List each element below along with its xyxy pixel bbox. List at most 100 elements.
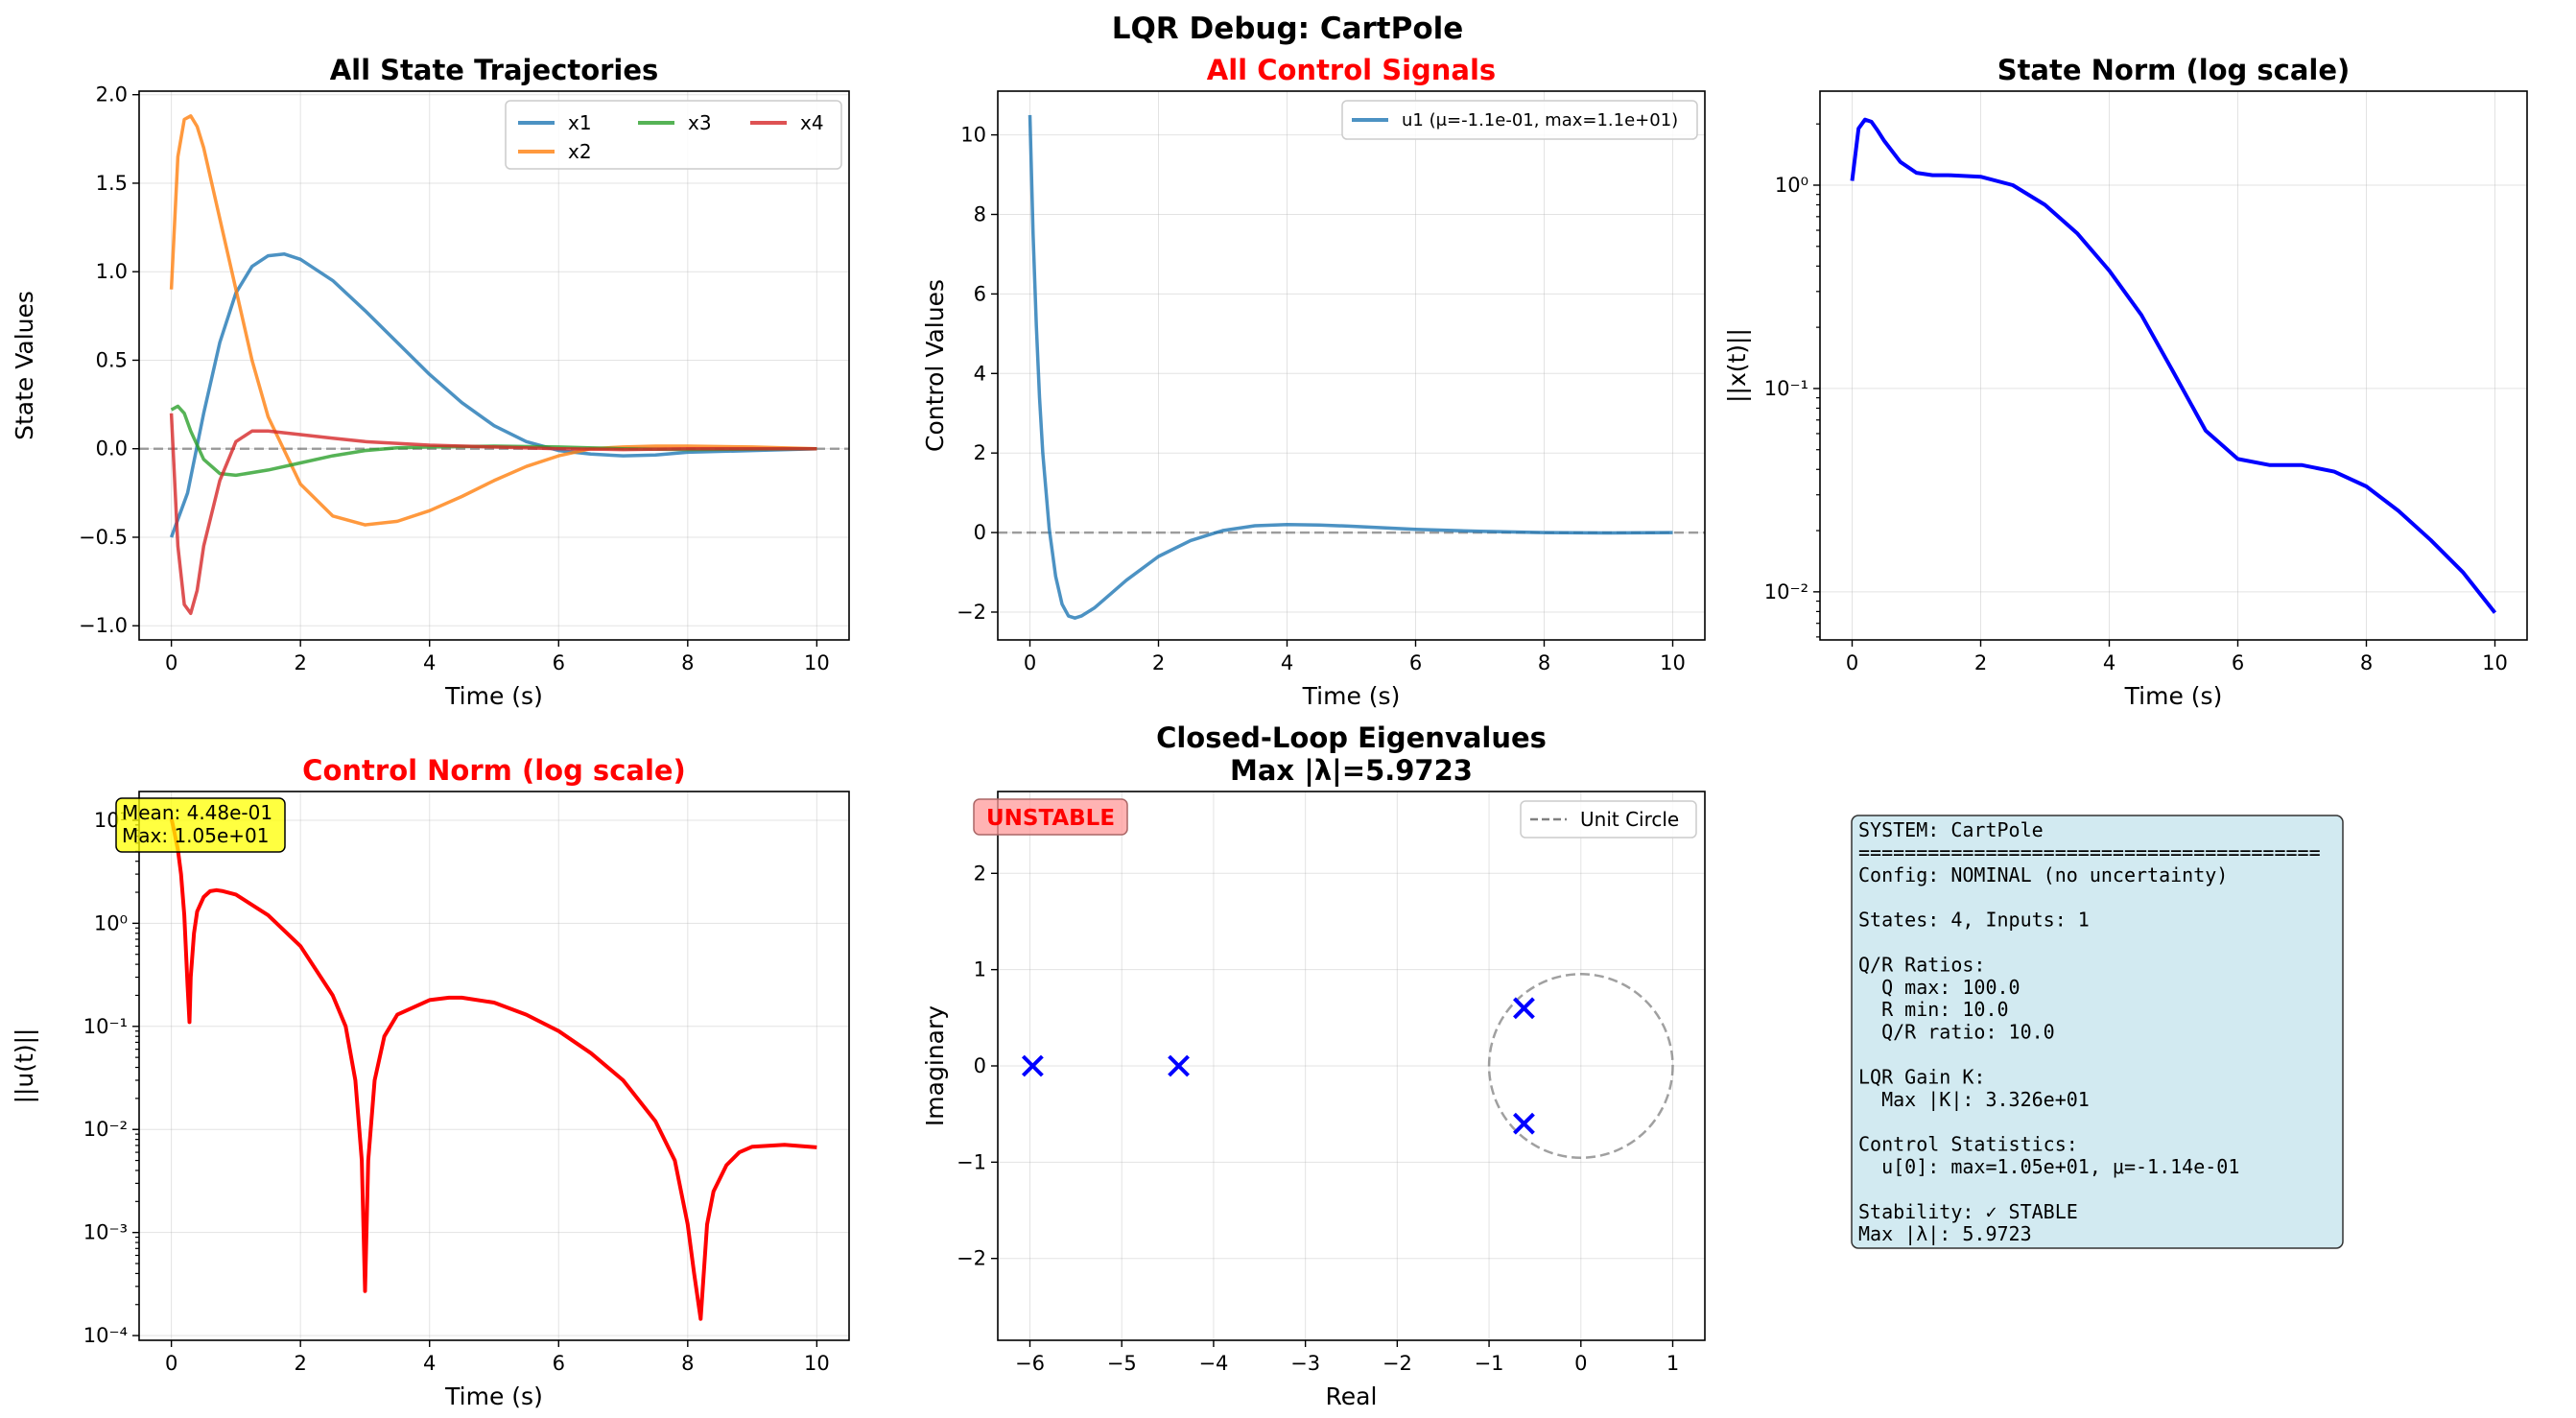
y-tick-label: 10⁰ [1775, 174, 1808, 197]
y-tick-label: 10⁻³ [83, 1221, 128, 1244]
stats-line: Q max: 100.0 [1858, 976, 2021, 999]
legend: u1 (μ=-1.1e-01, max=1.1e+01) [1341, 100, 1698, 140]
x-tick-label: 10 [1660, 651, 1686, 674]
statistics-panel: SYSTEM: CartPole========================… [1851, 815, 2344, 1249]
y-tick-label: 2 [974, 441, 986, 464]
y-tick-label: −1.0 [79, 614, 128, 637]
x-tick-label: −2 [1383, 1352, 1412, 1375]
x-tick-label: 8 [1538, 651, 1550, 674]
legend: Unit Circle [1520, 800, 1697, 839]
y-tick-label: 10⁰ [94, 911, 128, 934]
x-tick-label: 4 [2103, 651, 2115, 674]
x-tick-label: 0 [1024, 651, 1036, 674]
x-tick-label: 0 [165, 1352, 177, 1375]
x-tick-label: −3 [1290, 1352, 1320, 1375]
series-line-x1 [169, 252, 817, 538]
plot-area [169, 817, 817, 1321]
chart-title: State Norm (log scale) [1997, 54, 2351, 86]
legend-label: x4 [800, 111, 824, 134]
x-tick-label: 2 [1974, 651, 1987, 674]
plot-area [1028, 114, 1673, 620]
stats-line: Q/R ratio: 10.0 [1858, 1021, 2055, 1044]
y-tick-label: 0.5 [96, 348, 128, 371]
unstable-badge: UNSTABLE [973, 798, 1128, 836]
x-tick-label: 6 [2232, 651, 2244, 674]
y-tick-label: 0 [974, 1054, 986, 1077]
x-tick-label: 10 [2482, 651, 2508, 674]
y-tick-label: 10⁻⁴ [83, 1324, 128, 1347]
y-axis-label: ||x(t)|| [1723, 328, 1751, 403]
legend-label: u1 (μ=-1.1e-01, max=1.1e+01) [1402, 110, 1678, 130]
legend: x1 x2 x3 x4 [505, 100, 842, 170]
x-axis-label: Time (s) [444, 682, 543, 710]
series-line-x2 [169, 114, 817, 527]
axes-frame [138, 791, 850, 1341]
y-axis-label: ||u(t)|| [11, 1028, 38, 1104]
axes-frame [997, 90, 1706, 641]
eigenvalue-marker [1513, 1112, 1535, 1135]
figure-title: LQR Debug: CartPole [1112, 12, 1464, 46]
x-tick-label: −5 [1107, 1352, 1137, 1375]
legend-label: Unit Circle [1580, 808, 1679, 831]
series-line-u1 [1028, 114, 1673, 620]
x-axis-label: Time (s) [1302, 682, 1401, 710]
series-line-4 [169, 817, 817, 1321]
x-tick-label: −6 [1015, 1352, 1045, 1375]
y-tick-label: 1.0 [96, 260, 128, 283]
x-axis-label: Real [1326, 1383, 1378, 1410]
badge-box [973, 798, 1128, 836]
x-tick-label: 6 [553, 651, 565, 674]
y-tick-label: 10⁻² [83, 1118, 128, 1141]
x-tick-label: 8 [681, 1352, 694, 1375]
chart-title: All State Trajectories [330, 54, 659, 86]
legend-frame [505, 100, 842, 170]
chart-2: 0 2 4 6 8 10 −2 0 2 4 6 8 10 Time (s) Control Values Al… [921, 54, 1706, 710]
legend-label: x3 [688, 111, 712, 134]
unit-circle [1487, 973, 1674, 1159]
x-tick-label: 4 [1281, 651, 1293, 674]
legend-frame [1520, 800, 1697, 839]
legend-frame [1341, 100, 1698, 140]
x-tick-label: 2 [294, 1352, 306, 1375]
y-axis-label: Imaginary [921, 1005, 949, 1126]
y-axis-label: Control Values [921, 279, 949, 452]
annotation-box [115, 797, 286, 853]
y-tick-label: 1 [974, 958, 986, 981]
stats-line: Stability: ✓ STABLE [1858, 1200, 2078, 1223]
y-tick-label: 10⁻¹ [83, 1015, 128, 1038]
x-tick-label: 10 [804, 1352, 830, 1375]
stats-line: Control Statistics: [1858, 1133, 2078, 1156]
series-line-3 [1850, 117, 2497, 614]
stats-line: R min: 10.0 [1858, 998, 2009, 1021]
statistics-box [1851, 815, 2344, 1249]
axes-frame [1819, 90, 2528, 641]
y-tick-label: 2.0 [96, 83, 128, 106]
stats-line: Config: NOMINAL (no uncertainty) [1858, 863, 2228, 886]
chart-title: All Control Signals [1207, 54, 1496, 86]
y-tick-label: 4 [974, 362, 986, 385]
chart-1: 0 2 4 6 8 10 −1.0 −0.5 0.0 0.5 1.0 1.5 2.0 Time (s) St… [11, 54, 850, 710]
y-tick-label: −0.5 [79, 526, 128, 549]
y-tick-label: −1 [957, 1150, 986, 1173]
stats-line: LQR Gain K: [1858, 1065, 1985, 1088]
y-tick-label: 10 [960, 124, 986, 147]
chart-3: 0 2 4 6 8 10 10⁻² 10⁻¹ 10⁰ Time (s) ||x(t)|| State … [1723, 54, 2528, 710]
plot-area [169, 114, 817, 616]
badge-label: UNSTABLE [986, 806, 1115, 831]
legend-label: x2 [568, 140, 592, 163]
x-tick-label: 4 [423, 1352, 436, 1375]
x-axis-label: Time (s) [444, 1383, 543, 1410]
x-tick-label: 6 [553, 1352, 565, 1375]
y-tick-label: −2 [957, 1247, 986, 1270]
x-tick-label: 6 [1409, 651, 1422, 674]
axes-frame [138, 90, 850, 641]
y-tick-label: 0 [974, 521, 986, 544]
eigenvalue-point [1513, 1112, 1535, 1135]
max-label: Max: 1.05e+01 [122, 824, 270, 847]
chart-title: Control Norm (log scale) [302, 754, 686, 787]
eigenvalue-marker [1513, 997, 1535, 1020]
y-tick-label: 2 [974, 862, 986, 885]
x-tick-label: 10 [804, 651, 830, 674]
